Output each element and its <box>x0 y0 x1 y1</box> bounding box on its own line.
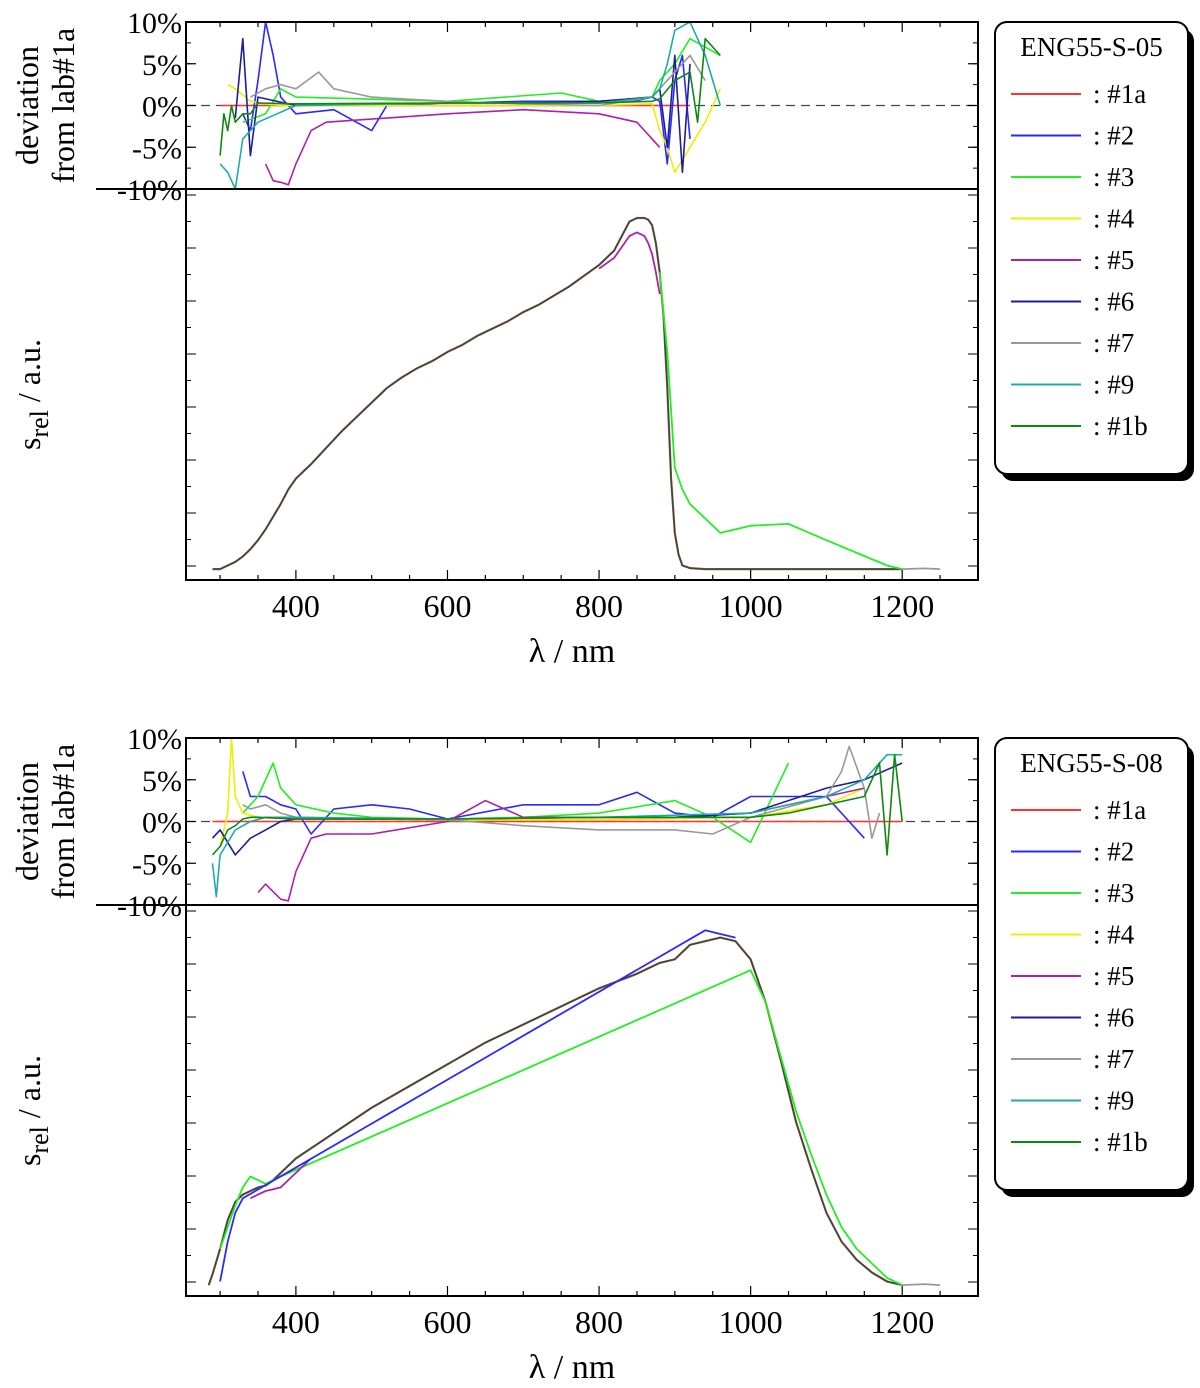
spectrum-ylabel-tail: / a.u. <box>11 339 47 410</box>
spectrum-series-3 <box>658 272 903 570</box>
legend-box <box>994 21 1189 475</box>
xtick-label: 400 <box>272 588 320 624</box>
legend-label-6: : #6 <box>1093 1003 1134 1033</box>
deviation-series-2 <box>242 771 865 839</box>
deviation-ytick-label: 5% <box>142 49 182 82</box>
legend-label-4: : #4 <box>1093 204 1135 234</box>
legend-label-5: : #5 <box>1093 245 1134 275</box>
deviation-series-7 <box>242 745 881 840</box>
x-axis-label: λ / nm <box>529 633 615 670</box>
legend-label-7: : #7 <box>1093 1044 1134 1074</box>
legend-label-1b: : #1b <box>1093 411 1148 441</box>
legend-label-6: : #6 <box>1093 287 1134 317</box>
spectrum-series-2 <box>219 929 736 1282</box>
deviation-series-5 <box>264 108 661 186</box>
legend-label-7: : #7 <box>1093 328 1134 358</box>
deviation-ylabel-line2: from lab#1a <box>45 28 81 184</box>
legend-label-3: : #3 <box>1093 162 1134 192</box>
legend-title: ENG55-S-05 <box>1020 32 1163 62</box>
legend-label-2: : #2 <box>1093 121 1134 151</box>
deviation-ytick-label: -5% <box>132 132 182 165</box>
spectrum-ylabel-main: s <box>11 1154 47 1166</box>
spectrum-series-group <box>207 929 941 1287</box>
deviation-ytick-label: 10% <box>127 7 182 40</box>
spectrum-series-3 <box>219 969 903 1286</box>
legend-label-5: : #5 <box>1093 961 1134 991</box>
deviation-ytick-label: 0% <box>142 807 182 840</box>
spectrum-series-7 <box>902 567 941 570</box>
spectrum-series-1a <box>207 936 903 1287</box>
legend-label-9: : #9 <box>1093 1086 1134 1116</box>
xtick-label: 1200 <box>870 588 934 624</box>
deviation-series-9 <box>211 753 903 898</box>
deviation-series-3 <box>242 37 721 123</box>
deviation-series-1b <box>211 753 903 856</box>
deviation-series-2 <box>242 22 691 165</box>
deviation-ytick-label: 5% <box>142 765 182 798</box>
legend-label-1b: : #1b <box>1093 1127 1148 1157</box>
xtick-label: 600 <box>423 588 471 624</box>
spectrum-ylabel-main: s <box>11 438 47 450</box>
chart-1: 10% 5% 0% -5% -10% 400 600 800 1000 1200 λ / nm dev… <box>9 7 1194 670</box>
xtick-label: 1000 <box>719 1304 783 1340</box>
deviation-series-1b <box>219 37 721 156</box>
legend-label-1a: : #1a <box>1093 795 1146 825</box>
spectrum-ylabel-sub: rel <box>25 410 54 437</box>
legend-label-2: : #2 <box>1093 837 1134 867</box>
deviation-series-group <box>219 22 722 189</box>
deviation-series-group <box>211 738 903 902</box>
spectrum-series-7 <box>902 1283 941 1286</box>
legend-box <box>994 737 1189 1191</box>
legend-title: ENG55-S-08 <box>1020 748 1163 778</box>
legend-label-9: : #9 <box>1093 370 1134 400</box>
legend: ENG55-S-08 : #1a : #2 : #3 : #4 : #5 : #6 : #7:… <box>994 737 1194 1197</box>
xtick-label: 800 <box>575 588 623 624</box>
xtick-label: 1000 <box>719 588 783 624</box>
deviation-ytick-label: -5% <box>132 848 182 881</box>
xtick-label: 600 <box>423 1304 471 1340</box>
spectrum-ylabel: srel / a.u. <box>11 1055 54 1166</box>
deviation-ytick-label: -10% <box>117 890 182 923</box>
legend-label-3: : #3 <box>1093 878 1134 908</box>
deviation-ylabel-line1: deviation <box>9 762 45 881</box>
spectrum-ylabel-sub: rel <box>25 1126 54 1153</box>
chart-2: 10% 5% 0% -5% -10% 400 600 800 1000 1200 λ / nm dev… <box>9 723 1194 1386</box>
spectrum-series-group <box>212 216 941 571</box>
deviation-ytick-label: 0% <box>142 91 182 124</box>
xtick-label: 1200 <box>870 1304 934 1340</box>
deviation-series-4 <box>219 738 865 847</box>
x-axis-label: λ / nm <box>529 1349 615 1383</box>
deviation-series-7 <box>250 54 706 107</box>
spectrum-series-5 <box>250 1157 312 1200</box>
spectrum-ylabel: srel / a.u. <box>11 339 54 450</box>
legend-label-4: : #4 <box>1093 920 1135 950</box>
spectrum-series-6-overlay <box>208 937 903 1286</box>
spectrum-series-1a <box>212 216 903 571</box>
legend: ENG55-S-05 : #1a : #2 : #3 : #4 : #5 : #6 : #7:… <box>994 21 1194 481</box>
spectrum-series-1b-overlay <box>212 217 903 570</box>
spectrum-series-6-overlay <box>212 217 903 570</box>
deviation-ytick-label: 10% <box>127 723 182 756</box>
deviation-series-3 <box>242 762 790 844</box>
deviation-ylabel-line2: from lab#1a <box>45 744 81 900</box>
spectrum-series-5 <box>598 231 661 295</box>
xtick-label: 800 <box>575 1304 623 1340</box>
spectrum-ylabel-tail: / a.u. <box>11 1055 47 1126</box>
spectrum-series-1b-overlay <box>207 936 903 1286</box>
legend-label-1a: : #1a <box>1093 79 1146 109</box>
deviation-ytick-label: -10% <box>117 174 182 207</box>
deviation-ylabel-line1: deviation <box>9 46 45 165</box>
xtick-label: 400 <box>272 1304 320 1340</box>
